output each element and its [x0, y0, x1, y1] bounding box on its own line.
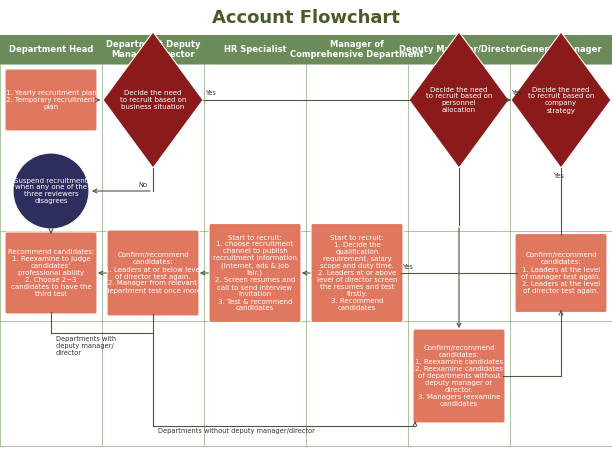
- Text: Department Head: Department Head: [9, 45, 93, 54]
- Text: Start to recruit:
1. choose recruitment
channel to publish
recruitment informati: Start to recruit: 1. choose recruitment …: [213, 235, 297, 312]
- Text: Departments without deputy manager/director: Departments without deputy manager/direc…: [158, 428, 315, 434]
- Text: Suspend recruitment
when any one of the
three reviewers
disagrees: Suspend recruitment when any one of the …: [14, 178, 88, 204]
- Text: Decide the need
to recruit based on
business situation: Decide the need to recruit based on busi…: [120, 90, 186, 110]
- Text: Manager of
Comprehensive Department: Manager of Comprehensive Department: [290, 40, 424, 59]
- FancyBboxPatch shape: [5, 232, 97, 314]
- Text: No: No: [138, 182, 147, 188]
- Polygon shape: [409, 32, 509, 168]
- Polygon shape: [103, 32, 203, 168]
- Text: Deputy Manager/Director: Deputy Manager/Director: [398, 45, 520, 54]
- Text: Confirm/recommend
candidates:
1. Reexamine candidates
2. Reexamine candidates
of: Confirm/recommend candidates: 1. Reexami…: [415, 345, 503, 407]
- Text: HR Specialist: HR Specialist: [224, 45, 286, 54]
- Text: 1. Yearly recruitment plan
2. Temporary recruitment
plan: 1. Yearly recruitment plan 2. Temporary …: [6, 90, 96, 110]
- FancyBboxPatch shape: [515, 234, 607, 313]
- Text: Confirm/recommend
candidates:
1. Leaders at or below level
of director test agai: Confirm/recommend candidates: 1. Leaders…: [105, 253, 201, 294]
- FancyBboxPatch shape: [311, 224, 403, 322]
- Polygon shape: [511, 32, 611, 168]
- Text: Account Flowchart: Account Flowchart: [212, 9, 400, 27]
- Text: Decide the need
to recruit based on
company
strategy: Decide the need to recruit based on comp…: [528, 87, 594, 114]
- Text: Yes: Yes: [512, 90, 523, 96]
- Text: Recommend candidates:
1. Reexamine to judge
candidates'
professional ability
2. : Recommend candidates: 1. Reexamine to ju…: [8, 249, 94, 297]
- FancyBboxPatch shape: [107, 230, 199, 316]
- FancyBboxPatch shape: [413, 329, 505, 423]
- FancyBboxPatch shape: [209, 224, 301, 322]
- Circle shape: [13, 153, 89, 229]
- Text: Yes: Yes: [403, 264, 414, 270]
- Text: Confirm/recommend
candidates:
1. Leaders at the level
of manager test again.
2. : Confirm/recommend candidates: 1. Leaders…: [521, 253, 601, 294]
- Text: Decide the need
to recruit based on
personnel
allocation: Decide the need to recruit based on pers…: [426, 87, 492, 114]
- Text: Department Deputy
Manager/Director: Department Deputy Manager/Director: [106, 40, 200, 59]
- Bar: [0, 35, 612, 64]
- Text: Yes: Yes: [206, 90, 217, 96]
- Text: Start to recruit:
1. Decide the
qualification
requirement, salary
scope and duty: Start to recruit: 1. Decide the qualific…: [317, 235, 397, 311]
- Text: Yes: Yes: [554, 173, 564, 179]
- Text: General Manager: General Manager: [520, 45, 602, 54]
- Text: Departments with
deputy manager/
director: Departments with deputy manager/ directo…: [56, 336, 116, 356]
- FancyBboxPatch shape: [5, 69, 97, 131]
